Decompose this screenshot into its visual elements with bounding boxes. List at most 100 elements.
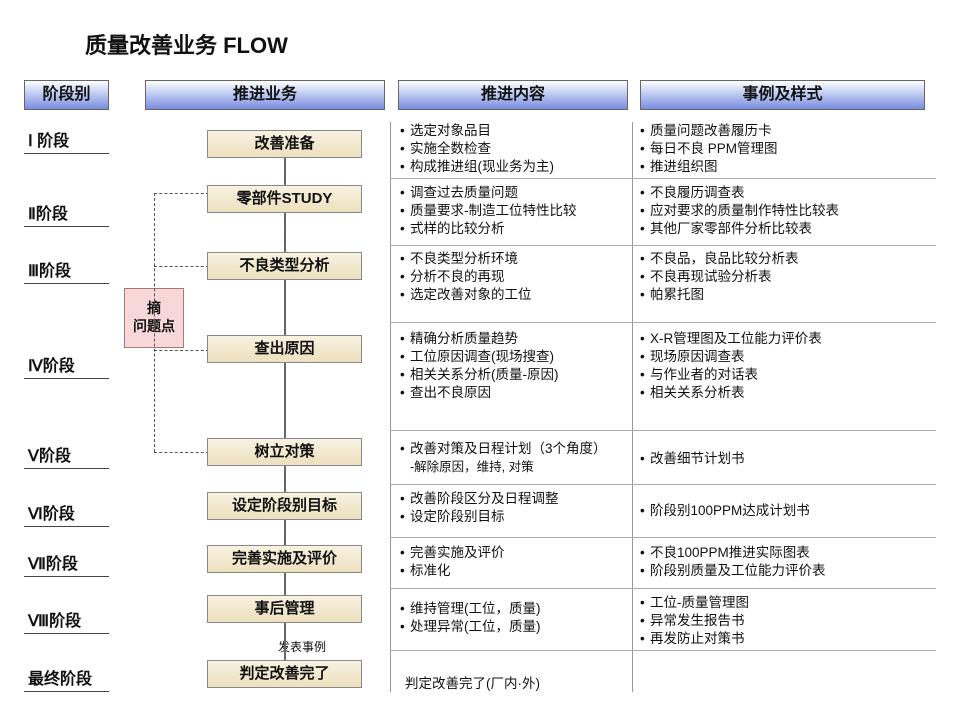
content-bullets-2: 不良类型分析环境分析不良的再现选定改善对象的工位 — [400, 250, 630, 304]
dash-v — [154, 193, 155, 452]
vline-7 — [284, 623, 286, 660]
dash-h-4 — [154, 452, 209, 453]
row-sep-0 — [390, 178, 936, 179]
sample-bullets-4: 改善细节计划书 — [640, 450, 930, 468]
vline-4 — [284, 466, 286, 492]
sample-bullets-5: 阶段别100PPM达成计划书 — [640, 502, 930, 520]
bullet-item: 完善实施及评价 — [400, 544, 630, 562]
row-sep-5 — [390, 537, 936, 538]
col-sep-1 — [390, 122, 391, 692]
bullet-item: 分析不良的再现 — [400, 268, 630, 286]
row-sep-1 — [390, 245, 936, 246]
flow-box-3: 查出原因 — [207, 335, 362, 363]
stage-label-8: 最终阶段 — [24, 665, 109, 692]
bullet-item: 质量要求-制造工位特性比较 — [400, 202, 630, 220]
sample-bullets-2: 不良品，良品比较分析表不良再现试验分析表帕累托图 — [640, 250, 930, 304]
stage-label-7: Ⅷ阶段 — [24, 607, 109, 634]
bullet-item: 帕累托图 — [640, 286, 930, 304]
content-bullets-7: 维持管理(工位，质量)处理异常(工位，质量) — [400, 600, 630, 636]
bullet-item: 再发防止对策书 — [640, 630, 930, 648]
stage-label-6: Ⅶ阶段 — [24, 550, 109, 577]
vline-1 — [284, 213, 286, 252]
content-bullets-0: 选定对象品目实施全数检查构成推进组(现业务为主) — [400, 122, 630, 176]
bullet-item: 现场原因调查表 — [640, 348, 930, 366]
bullet-item: 其他厂家零部件分析比较表 — [640, 220, 930, 238]
stage-label-0: Ⅰ 阶段 — [24, 127, 109, 154]
header-content: 推进内容 — [398, 80, 628, 110]
bullet-item: X-R管理图及工位能力评价表 — [640, 330, 930, 348]
vline-0 — [284, 158, 286, 185]
stage-label-5: Ⅵ阶段 — [24, 500, 109, 527]
col-sep-2 — [632, 122, 633, 692]
content-bullets-4: 改善对策及日程计划（3个角度） -解除原因，维持, 对策 — [400, 440, 630, 476]
vline-6 — [284, 573, 286, 595]
bullet-item: 构成推进组(现业务为主) — [400, 158, 630, 176]
bullet-item: 应对要求的质量制作特性比较表 — [640, 202, 930, 220]
bullet-item: 改善对策及日程计划（3个角度） — [400, 440, 630, 458]
row-sep-3 — [390, 430, 936, 431]
stage-label-3: Ⅳ阶段 — [24, 352, 109, 379]
bullet-item: 阶段别质量及工位能力评价表 — [640, 562, 930, 580]
content-bullets-5: 改善阶段区分及日程调整设定阶段别目标 — [400, 490, 630, 526]
flow-box-4: 树立对策 — [207, 438, 362, 466]
bullet-item: 不良再现试验分析表 — [640, 268, 930, 286]
bullet-item: 设定阶段别目标 — [400, 508, 630, 526]
stage-label-4: Ⅴ阶段 — [24, 442, 109, 469]
vline-5 — [284, 520, 286, 545]
flow-box-5: 设定阶段别目标 — [207, 492, 362, 520]
sample-bullets-7: 工位-质量管理图异常发生报告书再发防止对策书 — [640, 594, 930, 648]
header-sample: 事例及样式 — [640, 80, 925, 110]
bullet-item: 不良100PPM推进实际图表 — [640, 544, 930, 562]
bullet-item: 实施全数检查 — [400, 140, 630, 158]
row-sep-6 — [390, 588, 936, 589]
bullet-item: 改善阶段区分及日程调整 — [400, 490, 630, 508]
bullet-item: 每日不良 PPM管理图 — [640, 140, 930, 158]
final-content-text: 判定改善完了(厂内·外) — [405, 672, 540, 692]
bullet-item: 相关关系分析(质量-原因) — [400, 366, 630, 384]
stage-label-2: Ⅲ阶段 — [24, 257, 109, 284]
content-bullets-1: 调查过去质量问题质量要求-制造工位特性比较式样的比较分析 — [400, 184, 630, 238]
flow-box-2: 不良类型分析 — [207, 252, 362, 280]
vline-3 — [284, 363, 286, 438]
content-bullets-3: 精确分析质量趋势工位原因调查(现场搜查)相关关系分析(质量-原因)查出不良原因 — [400, 330, 630, 402]
flow-box-7: 事后管理 — [207, 595, 362, 623]
bullet-item: 阶段别100PPM达成计划书 — [640, 502, 930, 520]
row-sep-2 — [390, 322, 936, 323]
bullet-item: 标准化 — [400, 562, 630, 580]
bullet-item: 质量问题改善履历卡 — [640, 122, 930, 140]
dash-h-3 — [154, 350, 209, 351]
bullet-item: 式样的比较分析 — [400, 220, 630, 238]
bullet-item: 选定对象品目 — [400, 122, 630, 140]
bullet-item: 改善细节计划书 — [640, 450, 930, 468]
bullet-item: 不良品，良品比较分析表 — [640, 250, 930, 268]
content-bullets-6: 完善实施及评价标准化 — [400, 544, 630, 580]
bullet-item: 工位原因调查(现场搜查) — [400, 348, 630, 366]
flow-box-0: 改善准备 — [207, 130, 362, 158]
row-sep-4 — [390, 484, 936, 485]
sample-bullets-3: X-R管理图及工位能力评价表现场原因调查表与作业者的对话表相关关系分析表 — [640, 330, 930, 402]
page-title: 质量改善业务 FLOW — [85, 28, 288, 60]
bullet-item: -解除原因，维持, 对策 — [400, 458, 630, 476]
dash-h-2 — [154, 266, 209, 267]
bullet-item: 与作业者的对话表 — [640, 366, 930, 384]
flow-box-8: 判定改善完了 — [207, 660, 362, 688]
header-stage: 阶段别 — [24, 80, 109, 110]
row-sep-7 — [390, 650, 936, 651]
bullet-item: 查出不良原因 — [400, 384, 630, 402]
bullet-item: 不良类型分析环境 — [400, 250, 630, 268]
sample-bullets-1: 不良履历调查表应对要求的质量制作特性比较表其他厂家零部件分析比较表 — [640, 184, 930, 238]
bullet-item: 异常发生报告书 — [640, 612, 930, 630]
header-task: 推进业务 — [145, 80, 385, 110]
bullet-item: 选定改善对象的工位 — [400, 286, 630, 304]
dash-h-1 — [154, 193, 209, 194]
bullet-item: 精确分析质量趋势 — [400, 330, 630, 348]
vline-2 — [284, 280, 286, 335]
bullet-item: 推进组织图 — [640, 158, 930, 176]
stage-label-1: Ⅱ阶段 — [24, 200, 109, 227]
sample-bullets-0: 质量问题改善履历卡每日不良 PPM管理图推进组织图 — [640, 122, 930, 176]
bullet-item: 维持管理(工位，质量) — [400, 600, 630, 618]
bullet-item: 处理异常(工位，质量) — [400, 618, 630, 636]
flow-box-6: 完善实施及评价 — [207, 545, 362, 573]
flow-box-1: 零部件STUDY — [207, 185, 362, 213]
bullet-item: 工位-质量管理图 — [640, 594, 930, 612]
